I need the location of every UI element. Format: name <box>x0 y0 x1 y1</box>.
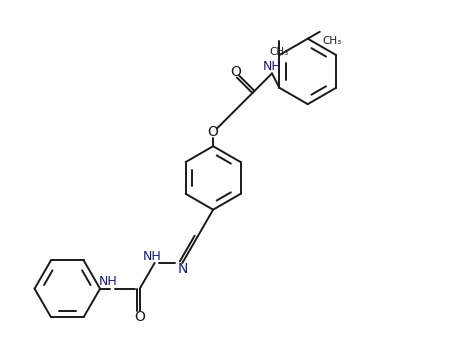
Text: CH₃: CH₃ <box>322 36 341 46</box>
Text: NH: NH <box>98 275 117 288</box>
Text: O: O <box>207 125 218 139</box>
Text: NH: NH <box>143 249 162 262</box>
Text: O: O <box>230 65 241 79</box>
Text: O: O <box>134 310 145 324</box>
Text: CH₃: CH₃ <box>269 47 288 57</box>
Text: NH: NH <box>262 60 281 73</box>
Text: N: N <box>177 262 187 276</box>
